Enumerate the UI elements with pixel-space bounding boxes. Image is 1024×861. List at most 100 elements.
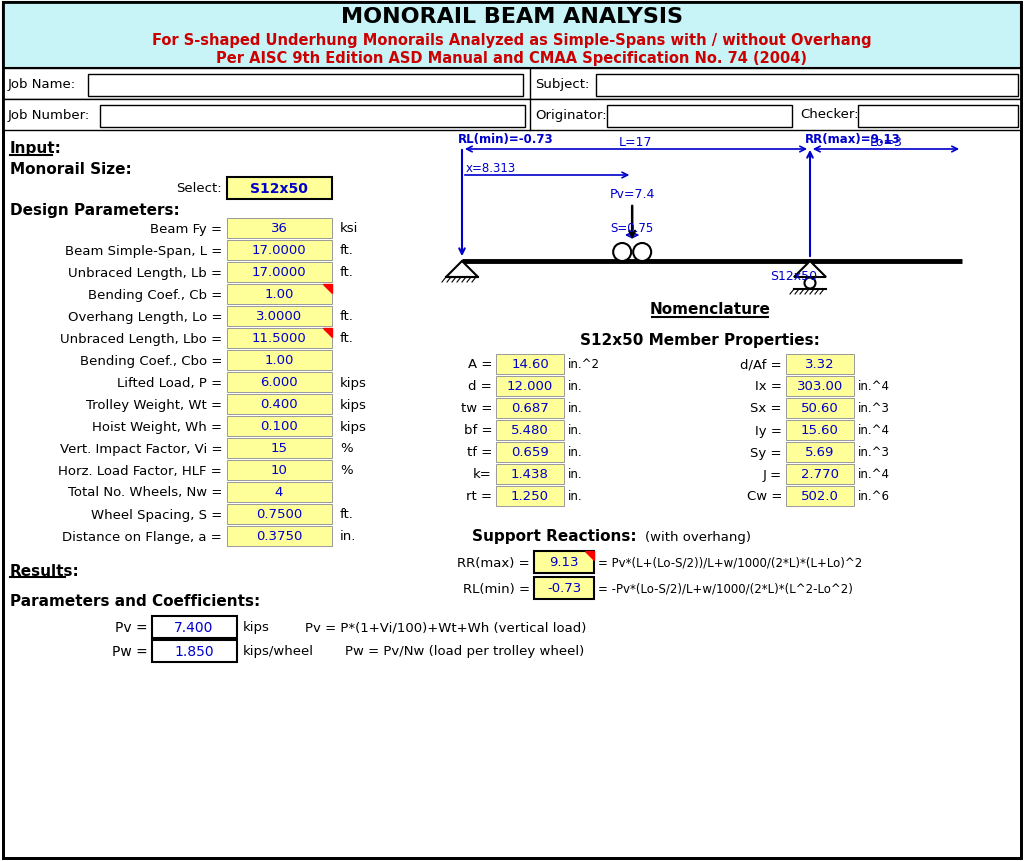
Bar: [786, 443, 854, 462]
Bar: [152, 641, 237, 662]
Text: ft.: ft.: [340, 266, 354, 279]
Text: in.: in.: [568, 446, 583, 459]
Text: S12x50: S12x50: [250, 182, 308, 195]
Text: Total No. Wheels, Nw =: Total No. Wheels, Nw =: [68, 486, 222, 499]
Text: 4: 4: [274, 486, 284, 499]
Text: Unbraced Length, Lb =: Unbraced Length, Lb =: [68, 266, 222, 279]
Text: %: %: [340, 442, 352, 455]
Text: in.: in.: [568, 424, 583, 437]
Text: bf =: bf =: [464, 424, 492, 437]
Text: kips: kips: [340, 420, 367, 433]
Text: Vert. Impact Factor, Vi =: Vert. Impact Factor, Vi =: [59, 442, 222, 455]
Text: 0.100: 0.100: [260, 420, 298, 433]
Text: 5.69: 5.69: [805, 446, 835, 459]
Text: in.^4: in.^4: [858, 380, 890, 393]
Circle shape: [633, 244, 651, 262]
Text: Checker:: Checker:: [800, 108, 858, 121]
Text: 1.250: 1.250: [511, 490, 549, 503]
Bar: [88, 75, 523, 97]
Text: ft.: ft.: [340, 245, 354, 257]
Text: Ix =: Ix =: [755, 380, 782, 393]
Text: For S-shaped Underhung Monorails Analyzed as Simple-Spans with / without Overhan: For S-shaped Underhung Monorails Analyze…: [153, 33, 871, 47]
Text: Beam Simple-Span, L =: Beam Simple-Span, L =: [65, 245, 222, 257]
Text: -0.73: -0.73: [547, 582, 582, 595]
Text: 3.0000: 3.0000: [256, 310, 302, 323]
Text: Support Reactions:: Support Reactions:: [472, 529, 637, 544]
Bar: [786, 355, 854, 375]
Bar: [786, 486, 854, 506]
Text: Monorail Size:: Monorail Size:: [10, 161, 132, 177]
Text: Pv=7.4: Pv=7.4: [609, 189, 655, 201]
Text: x=8.313: x=8.313: [466, 163, 516, 176]
Text: tf =: tf =: [467, 446, 492, 459]
Text: Subject:: Subject:: [535, 77, 590, 90]
Text: Nomenclature: Nomenclature: [649, 302, 770, 317]
Polygon shape: [323, 329, 332, 338]
Bar: [227, 329, 332, 349]
Text: Unbraced Length, Lbo =: Unbraced Length, Lbo =: [59, 332, 222, 345]
Text: Parameters and Coefficients:: Parameters and Coefficients:: [10, 593, 260, 608]
Text: Job Name:: Job Name:: [8, 77, 76, 90]
Bar: [496, 399, 564, 418]
Text: Overhang Length, Lo =: Overhang Length, Lo =: [68, 310, 222, 323]
Bar: [786, 376, 854, 397]
Polygon shape: [323, 285, 332, 294]
Polygon shape: [585, 551, 594, 561]
Bar: [227, 438, 332, 458]
Text: in.^4: in.^4: [858, 424, 890, 437]
Text: A =: A =: [468, 358, 492, 371]
Text: 1.850: 1.850: [174, 644, 214, 659]
Text: 15.60: 15.60: [801, 424, 839, 437]
Bar: [227, 219, 332, 238]
Bar: [3, 3, 1021, 69]
Bar: [534, 551, 594, 573]
Text: in.: in.: [340, 530, 356, 543]
Text: Pw = Pv/Nw (load per trolley wheel): Pw = Pv/Nw (load per trolley wheel): [345, 645, 585, 658]
Text: Lo=3: Lo=3: [869, 135, 902, 148]
Text: ft.: ft.: [340, 332, 354, 345]
Text: k=: k=: [473, 468, 492, 481]
Bar: [227, 285, 332, 305]
Text: in.: in.: [568, 468, 583, 481]
Bar: [3, 69, 1021, 100]
Text: Horz. Load Factor, HLF =: Horz. Load Factor, HLF =: [58, 464, 222, 477]
Text: %: %: [340, 464, 352, 477]
Text: RL(min) =: RL(min) =: [463, 582, 530, 595]
Text: in.^6: in.^6: [858, 490, 890, 503]
Text: 2.770: 2.770: [801, 468, 839, 481]
Text: in.^4: in.^4: [858, 468, 890, 481]
Text: Bending Coef., Cbo =: Bending Coef., Cbo =: [80, 354, 222, 367]
Bar: [227, 307, 332, 326]
Bar: [227, 461, 332, 480]
Text: RR(max) =: RR(max) =: [458, 556, 530, 569]
Text: 17.0000: 17.0000: [252, 245, 306, 257]
Bar: [227, 241, 332, 261]
Text: tw =: tw =: [461, 402, 492, 415]
Text: S=0.75: S=0.75: [610, 222, 653, 235]
Bar: [607, 106, 792, 127]
Text: Sx =: Sx =: [751, 402, 782, 415]
Text: 6.000: 6.000: [260, 376, 298, 389]
Bar: [227, 526, 332, 547]
Bar: [227, 394, 332, 414]
Bar: [496, 420, 564, 441]
Bar: [152, 616, 237, 638]
Text: Sy =: Sy =: [751, 446, 782, 459]
Text: kips: kips: [340, 398, 367, 411]
Text: RR(max)=9.13: RR(max)=9.13: [805, 133, 901, 146]
Text: S12x50 Member Properties:: S12x50 Member Properties:: [580, 333, 820, 348]
Bar: [227, 263, 332, 282]
Circle shape: [805, 278, 815, 289]
Bar: [858, 106, 1018, 127]
Polygon shape: [794, 262, 826, 278]
Text: Trolley Weight, Wt =: Trolley Weight, Wt =: [86, 398, 222, 411]
Text: Wheel Spacing, S =: Wheel Spacing, S =: [91, 508, 222, 521]
Text: in.: in.: [568, 380, 583, 393]
Text: in.^3: in.^3: [858, 402, 890, 415]
Text: Pw =: Pw =: [113, 644, 148, 659]
Text: 36: 36: [270, 222, 288, 235]
Text: S12x50: S12x50: [770, 269, 817, 282]
Text: kips: kips: [243, 621, 270, 634]
Bar: [227, 350, 332, 370]
Text: 1.438: 1.438: [511, 468, 549, 481]
